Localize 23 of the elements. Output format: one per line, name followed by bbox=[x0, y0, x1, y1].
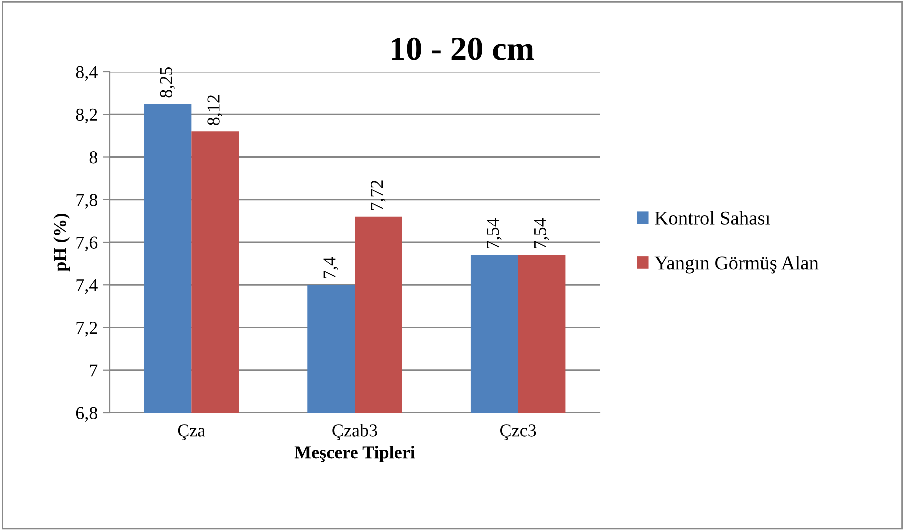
data-label: 8,25 bbox=[160, 68, 176, 98]
y-tick-label: 8 bbox=[90, 152, 98, 164]
y-tick-label: 8,4 bbox=[76, 66, 98, 82]
data-label: 7,72 bbox=[371, 180, 386, 210]
y-tick-label: 7,8 bbox=[76, 194, 98, 209]
chart-title: 10 - 20 cm bbox=[392, 38, 534, 60]
y-tick-label: 7,4 bbox=[76, 280, 98, 294]
legend-label: Kontrol Sahası bbox=[655, 211, 770, 225]
y-tick-label: 7 bbox=[90, 364, 98, 377]
data-label: 7,54 bbox=[487, 218, 502, 249]
y-tick-label: 8,2 bbox=[76, 108, 98, 124]
x-tick-label: Çzab3 bbox=[332, 424, 378, 440]
y-tick-label: 6,8 bbox=[76, 407, 98, 422]
x-tick-label: Çza bbox=[178, 424, 206, 440]
y-tick-label: 7,6 bbox=[76, 236, 98, 252]
y-axis-title: pH (%) bbox=[54, 214, 70, 272]
data-label: 8,12 bbox=[208, 96, 222, 126]
data-label: 7,4 bbox=[324, 257, 338, 278]
x-axis-title: Meşcere Tipleri bbox=[294, 446, 416, 462]
x-tick-label: Çzc3 bbox=[500, 424, 536, 440]
legend-label: Yangın Görmüş Alan bbox=[654, 256, 819, 274]
y-tick-label: 7,2 bbox=[76, 322, 98, 337]
data-label: 7,54 bbox=[534, 218, 550, 249]
